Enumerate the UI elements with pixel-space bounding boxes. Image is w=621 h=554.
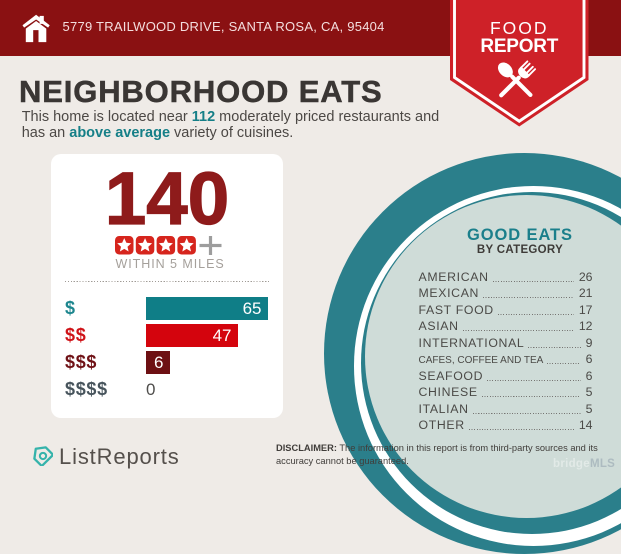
svg-text:FOOD: FOOD — [490, 18, 549, 38]
svg-text:REPORT: REPORT — [480, 36, 558, 57]
